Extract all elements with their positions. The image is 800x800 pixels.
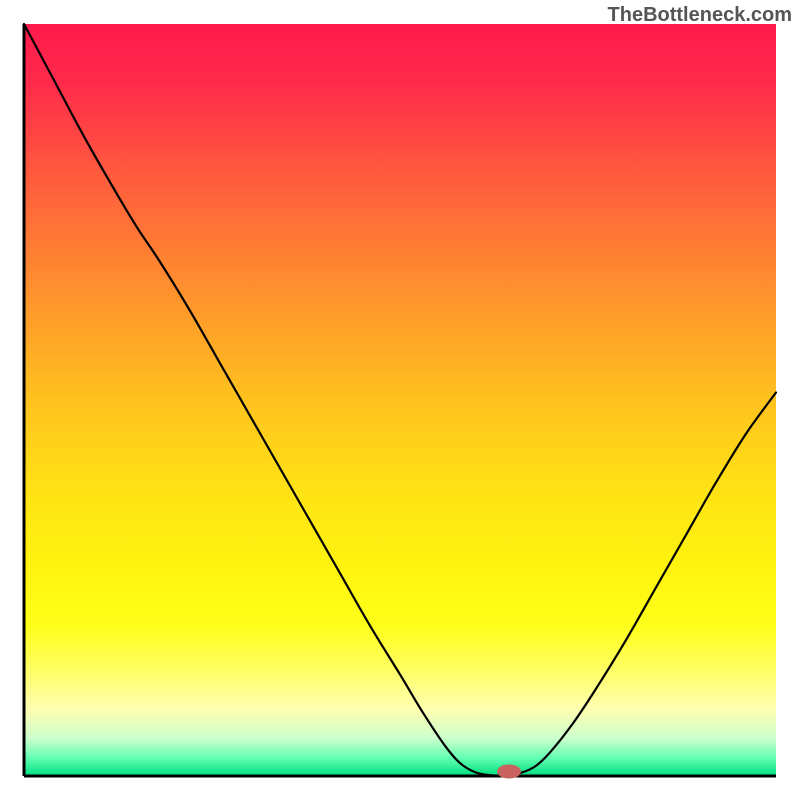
plot-background <box>24 24 776 776</box>
bottleneck-chart: TheBottleneck.com <box>0 0 800 800</box>
chart-svg <box>0 0 800 800</box>
optimum-marker <box>497 764 521 778</box>
